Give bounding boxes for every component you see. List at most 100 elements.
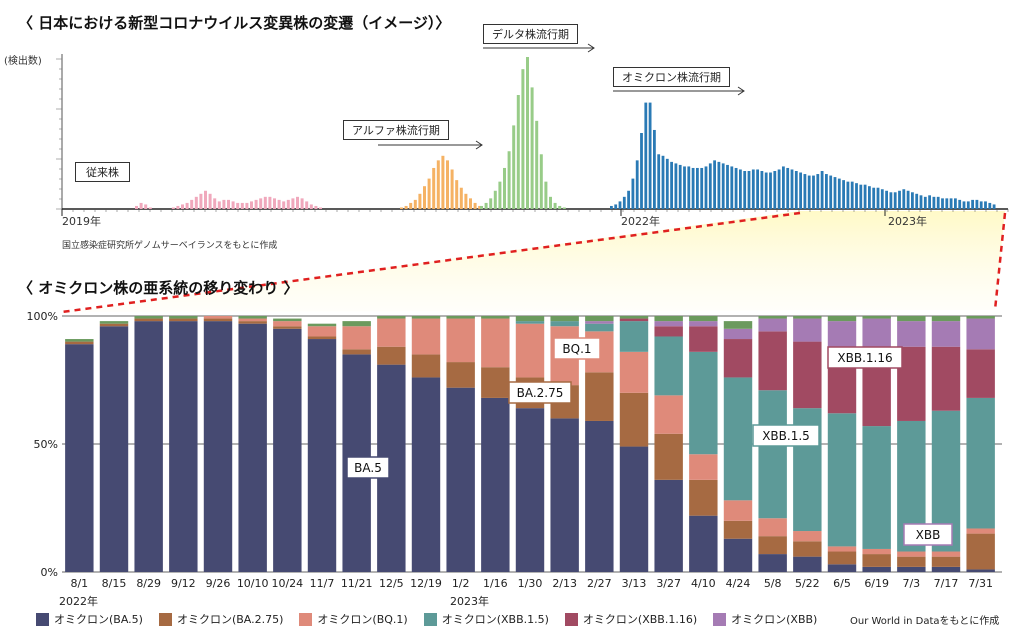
x-tick-label: 7/3 — [902, 577, 920, 590]
delta-bar — [562, 207, 566, 209]
x-tick-label: 10/10 — [237, 577, 269, 590]
dashed-connector-right — [993, 212, 1007, 311]
stacked-segment — [654, 479, 683, 572]
omicron-bar — [992, 204, 996, 209]
stacked-segment — [446, 316, 475, 319]
omicron-bar — [751, 169, 755, 209]
x-tick-label: 9/12 — [171, 577, 196, 590]
omicron-bar — [945, 198, 949, 209]
omicron-bar — [868, 186, 871, 209]
stacked-segment — [793, 531, 822, 542]
stacked-segment — [99, 323, 129, 327]
omicron-bar — [687, 166, 691, 209]
omicron-bar — [721, 163, 725, 209]
omicron-bar — [932, 196, 936, 209]
delta-bar — [516, 95, 520, 209]
inline-label-box — [827, 346, 903, 369]
delta-bar — [512, 125, 516, 209]
omicron-bar — [971, 199, 974, 209]
delta-arrow-head — [587, 43, 595, 53]
legend-item-xbb116: オミクロン(XBB.1.16) — [564, 611, 697, 627]
omicron-bar — [919, 195, 923, 209]
stacked-segment — [654, 336, 683, 396]
delta-bar — [503, 167, 506, 209]
stacked-segment — [585, 321, 614, 324]
stacked-segment — [689, 454, 718, 480]
alpha-bar — [418, 193, 422, 209]
stacked-segment — [515, 323, 545, 378]
legend: オミクロン(BA.5) オミクロン(BA.2.75) オミクロン(BQ.1) オ… — [36, 611, 817, 627]
omicron-bar — [717, 161, 721, 209]
legend-label-xbb15: オミクロン(XBB.1.5) — [441, 613, 549, 626]
alpha-bar — [455, 180, 459, 209]
stacked-segment — [654, 316, 683, 322]
stacked-segment — [550, 321, 579, 327]
conventional-bar — [309, 204, 313, 209]
omicron-bar — [816, 174, 820, 209]
omicron-bar — [975, 199, 979, 209]
conventional-bar — [199, 193, 203, 209]
alpha-bar — [478, 205, 482, 209]
conventional-bar — [194, 196, 198, 209]
conventional-bar — [300, 198, 304, 209]
stacked-segment — [862, 316, 891, 319]
omicron-bar — [958, 199, 962, 209]
stacked-segment — [65, 339, 94, 342]
bottom-source-note: Our World in Dataをもとに作成 — [850, 616, 1000, 627]
stacked-segment — [99, 326, 129, 572]
omicron-bar — [622, 196, 626, 209]
stacked-segment — [966, 397, 995, 529]
omicron-bar — [790, 169, 794, 209]
stacked-segment — [758, 554, 787, 572]
alpha-bar — [400, 207, 403, 209]
conventional-bar — [144, 204, 148, 209]
stacked-segment — [723, 520, 753, 539]
stacked-segment — [307, 323, 337, 327]
stacked-segment — [585, 372, 614, 421]
x-tick-label: 1/30 — [518, 577, 543, 590]
bottom-chart-title: 〈 オミクロン株の亜系統の移り変わり 〉 — [18, 279, 299, 297]
omicron-bar — [825, 174, 828, 209]
conventional-bar — [176, 205, 180, 209]
omicron-bar — [627, 190, 630, 209]
stacked-segment — [966, 569, 995, 572]
stacked-segment — [897, 316, 926, 322]
stacked-segment — [619, 318, 649, 322]
legend-swatch-xbb116 — [564, 612, 578, 626]
stacked-segment — [689, 326, 718, 352]
omicron-bar — [906, 190, 910, 209]
stacked-segment — [931, 566, 961, 572]
stacked-segment — [238, 321, 267, 324]
omicron-bar — [644, 102, 648, 209]
conventional-bar — [217, 201, 221, 209]
conventional-bar — [319, 207, 322, 209]
conventional-bar — [213, 198, 217, 209]
stacked-segment — [446, 362, 475, 388]
stacked-segment — [377, 316, 406, 319]
x-tick-label: 11/21 — [341, 577, 373, 590]
stacked-segment — [793, 556, 822, 572]
delta-bar — [553, 202, 557, 209]
stacked-segment — [273, 321, 302, 327]
x-tick-label: 12/19 — [410, 577, 442, 590]
x-tick-label: 10/24 — [271, 577, 303, 590]
omicron-bar — [812, 175, 815, 209]
omicron-bar — [773, 171, 777, 209]
omicron-bar — [640, 133, 643, 209]
legend-label-ba275: オミクロン(BA.2.75) — [176, 613, 284, 626]
conventional-bar — [291, 198, 295, 209]
stacked-segment — [134, 321, 163, 572]
omicron-bar — [936, 196, 940, 209]
inline-label-box — [553, 337, 601, 360]
x-tick-label: 7/17 — [934, 577, 959, 590]
stacked-segment — [238, 316, 267, 319]
conventional-bar — [135, 205, 138, 209]
delta-bar — [493, 190, 497, 209]
legend-swatch-xbb — [713, 612, 727, 626]
stacked-segment — [550, 316, 579, 322]
stacked-segment — [307, 326, 337, 337]
x-tick-label: 5/8 — [764, 577, 782, 590]
stacked-segment — [515, 408, 545, 572]
stacked-segment — [99, 321, 129, 324]
